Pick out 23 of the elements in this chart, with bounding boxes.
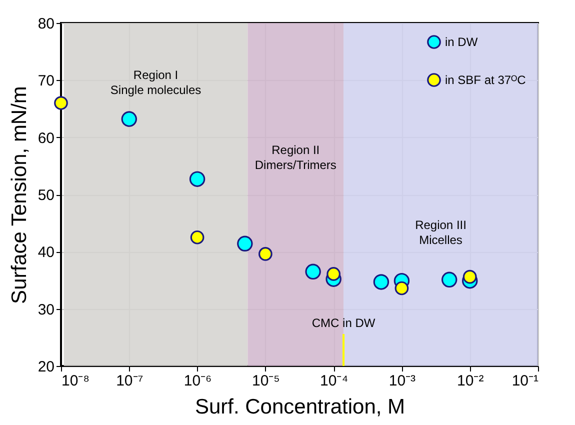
y-tick-label: 40 xyxy=(38,244,54,262)
y-axis-title: Surface Tension, mN/m xyxy=(8,86,31,304)
x-tick-label: 10⁻¹ xyxy=(512,372,538,390)
y-tick-label: 30 xyxy=(38,301,54,318)
x-tick-label: 10⁻⁸ xyxy=(62,372,90,390)
y-tick-label: 20 xyxy=(38,358,54,376)
x-axis-title: Surf. Concentration, M xyxy=(194,396,406,418)
x-tick-label: 10⁻⁴ xyxy=(320,372,348,390)
x-tick-label: 10⁻⁶ xyxy=(184,372,212,390)
x-tick-label: 10⁻³ xyxy=(388,372,416,390)
x-tick-label: 10⁻⁵ xyxy=(252,372,280,390)
ref-line-label: CMC in DW xyxy=(312,316,376,330)
legend-label: in SBF at 37ᴼC xyxy=(445,73,526,87)
x-tick-label: 10⁻² xyxy=(457,372,484,390)
band-label: Region III Micelles xyxy=(415,218,466,247)
y-tick-label: 60 xyxy=(38,130,54,147)
y-tick-label: 70 xyxy=(38,72,54,90)
y-tick-label: 80 xyxy=(38,16,54,32)
legend-label: in DW xyxy=(445,35,478,49)
band-label: Region I Single molecules xyxy=(110,68,202,97)
band-label: Region II Dimers/Trimers xyxy=(254,143,336,172)
x-tick-label: 10⁻⁷ xyxy=(116,372,144,390)
y-tick-label: 50 xyxy=(38,187,54,204)
